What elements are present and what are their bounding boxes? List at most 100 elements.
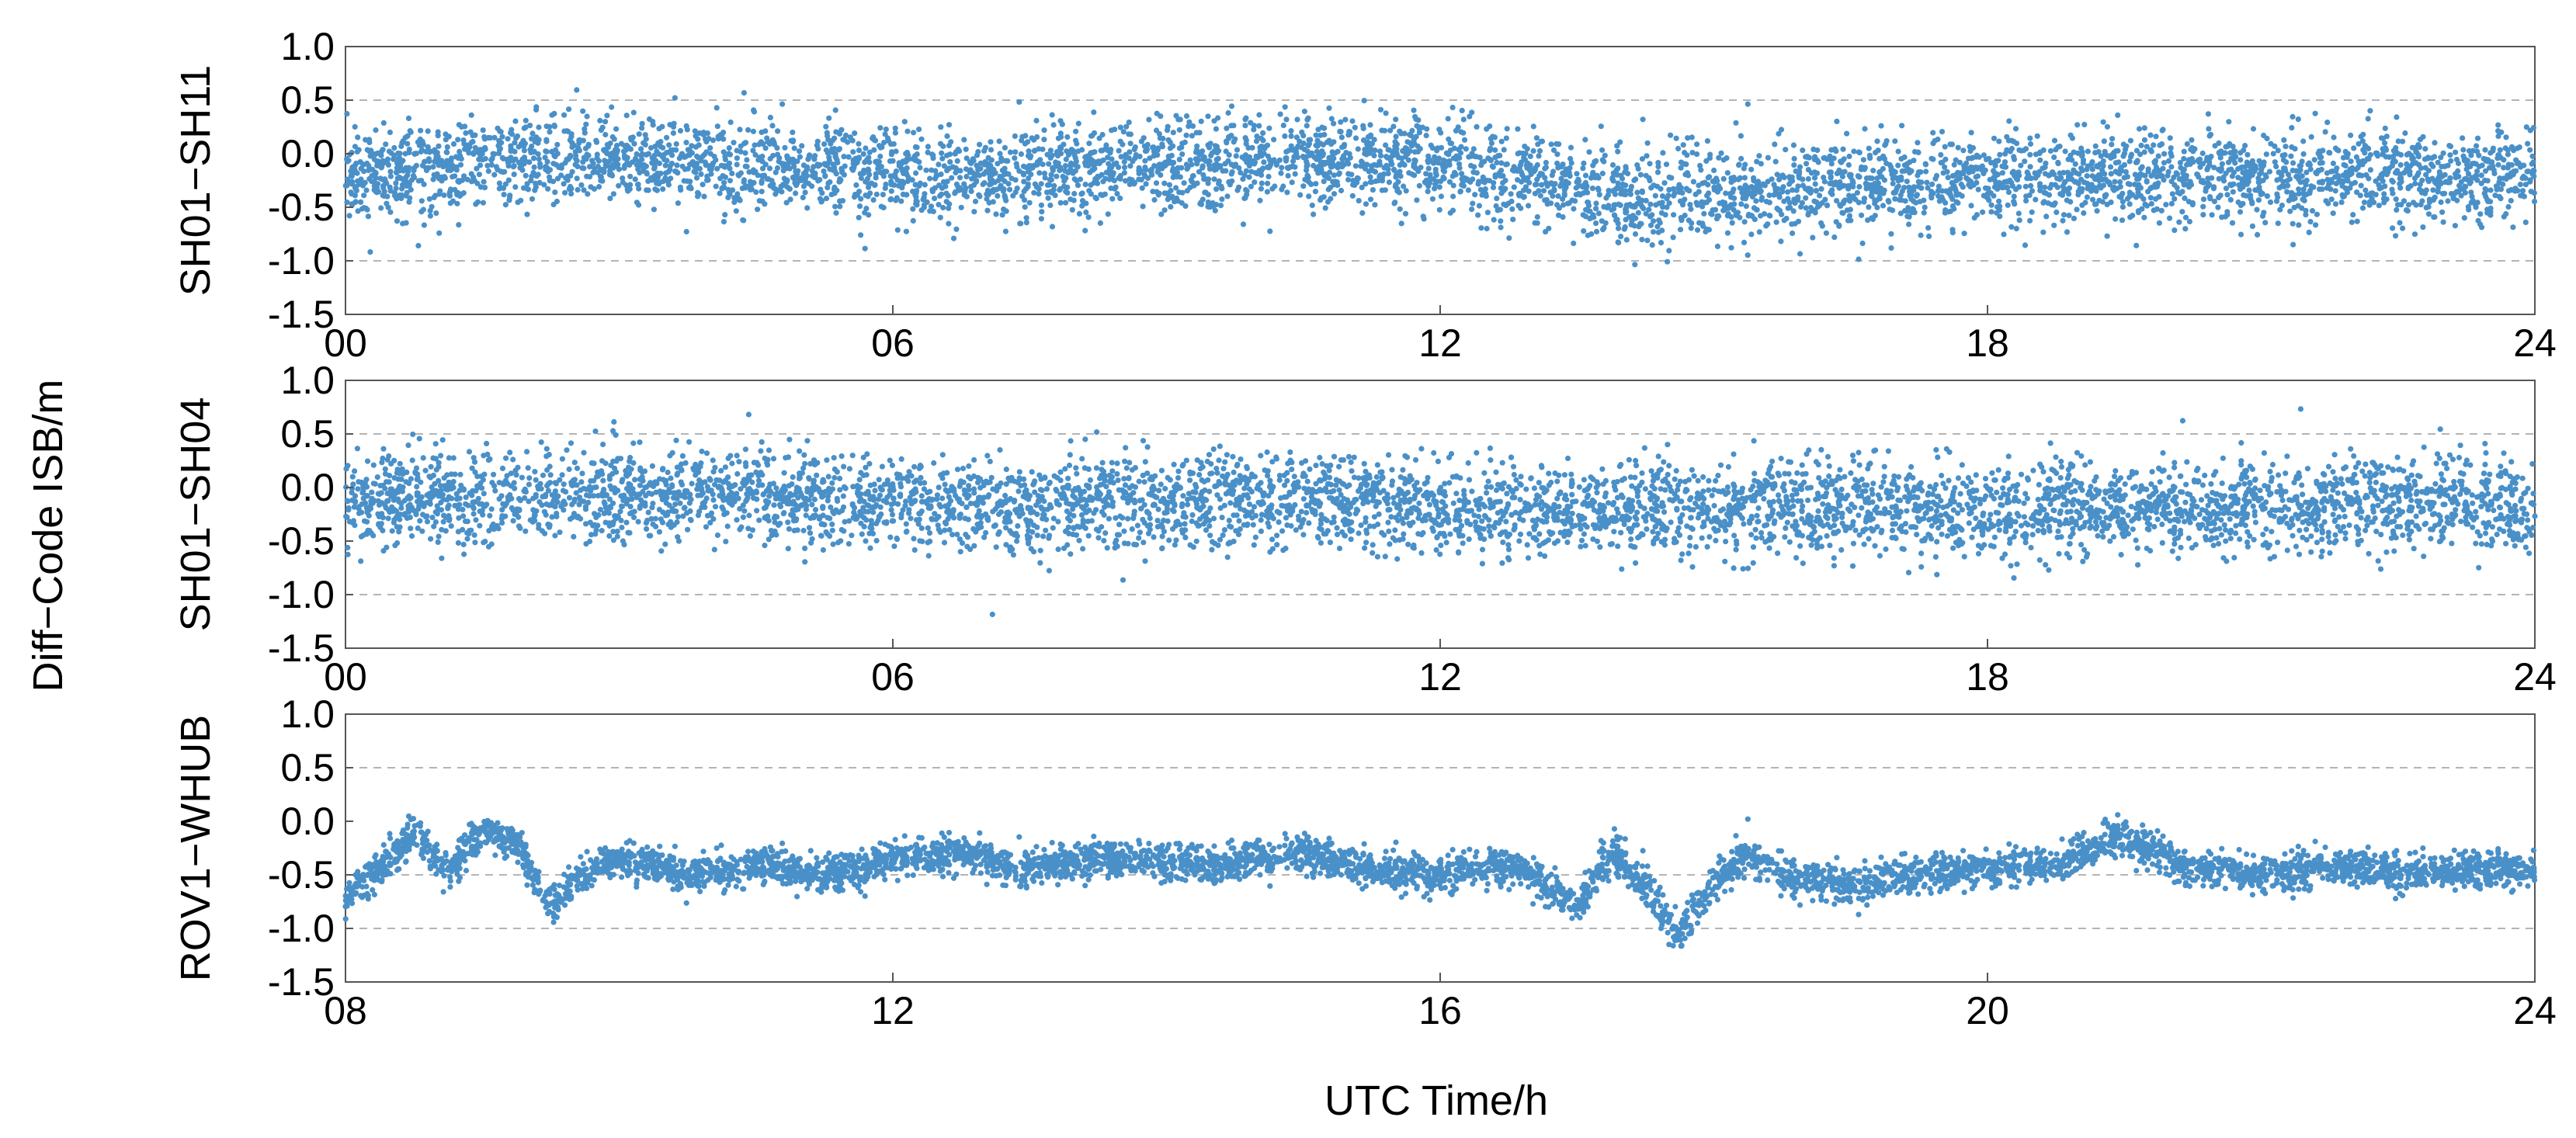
data-point [1540, 188, 1547, 194]
data-point [1143, 181, 1149, 187]
data-point [441, 192, 447, 199]
data-point [569, 168, 575, 175]
data-point [1226, 152, 1232, 158]
data-point [2182, 214, 2189, 220]
data-point [2138, 142, 2144, 148]
data-point [1933, 172, 1940, 179]
data-point [1085, 214, 1092, 220]
data-point [660, 186, 666, 193]
data-point [2099, 176, 2106, 182]
data-point [912, 144, 918, 150]
data-point [1069, 206, 1075, 213]
data-point [2383, 196, 2390, 203]
data-point [1331, 120, 1337, 127]
data-point [613, 142, 620, 149]
data-point [880, 204, 887, 211]
data-point [1643, 172, 1649, 179]
data-point [2012, 126, 2019, 132]
data-point [1162, 163, 1168, 169]
data-point [1823, 230, 1829, 236]
data-point [1713, 186, 1720, 193]
data-point [1571, 206, 1577, 212]
data-point [1935, 193, 1942, 199]
data-point [804, 172, 810, 179]
data-point [1534, 213, 1540, 220]
data-point [1248, 183, 1254, 189]
data-point [1609, 161, 1616, 168]
data-point [963, 166, 970, 172]
data-point [1082, 182, 1088, 188]
data-point [1923, 168, 1929, 175]
data-point [1470, 200, 1476, 206]
data-point [547, 123, 553, 130]
data-point [1967, 144, 1973, 150]
data-point [2517, 182, 2523, 188]
data-point [665, 182, 672, 188]
data-point [1658, 240, 1665, 246]
data-point [1783, 147, 1789, 153]
data-point [1088, 133, 1095, 139]
data-point [1242, 195, 1248, 201]
data-point [1467, 113, 1473, 120]
data-point [1604, 204, 1610, 211]
data-point [1033, 117, 1040, 123]
data-point [344, 156, 350, 162]
data-point [1436, 206, 1442, 213]
data-point [462, 123, 468, 130]
data-point [1766, 212, 1772, 219]
data-point [593, 139, 600, 145]
data-point [1416, 130, 1422, 136]
data-point [968, 188, 974, 194]
data-point [2362, 144, 2369, 150]
data-point [1543, 159, 1549, 166]
data-point [1225, 109, 1231, 116]
data-point [1393, 134, 1399, 140]
data-point [791, 145, 797, 151]
data-point [1313, 132, 1319, 138]
data-point [858, 232, 864, 238]
data-point [1342, 116, 1349, 123]
data-point [568, 191, 575, 197]
data-point [358, 199, 364, 205]
data-point [2270, 151, 2276, 157]
data-point [822, 161, 828, 168]
data-point [2108, 171, 2114, 177]
data-point [991, 179, 998, 186]
data-point [817, 176, 823, 183]
data-point [1633, 176, 1639, 182]
data-point [2254, 206, 2260, 213]
data-point [1436, 155, 1442, 161]
data-point [374, 150, 380, 157]
data-point [1269, 186, 1276, 192]
data-point [1738, 133, 1744, 139]
data-point [2395, 138, 2401, 144]
data-point [419, 162, 426, 168]
data-point [1942, 199, 1949, 206]
data-point [2335, 172, 2342, 179]
data-point [1280, 122, 1286, 129]
data-point [720, 185, 726, 191]
data-point [916, 127, 922, 133]
data-point [1300, 154, 1307, 161]
data-point [826, 115, 832, 121]
data-point [1049, 152, 1055, 158]
data-point [610, 191, 617, 197]
data-point [683, 228, 689, 235]
data-point [2277, 206, 2283, 213]
data-point [1068, 196, 1074, 203]
data-point [1848, 172, 1854, 178]
data-point [432, 158, 438, 165]
data-point [2060, 217, 2066, 224]
data-point [1621, 226, 1627, 232]
data-point [2172, 227, 2178, 234]
data-point [1033, 184, 1040, 190]
data-point [480, 127, 486, 134]
data-point [731, 199, 738, 206]
data-point [1342, 141, 1348, 147]
data-point [1778, 238, 1784, 245]
data-point [2235, 175, 2241, 181]
data-point [1854, 189, 1860, 196]
data-point [1939, 129, 1946, 135]
data-point [2378, 172, 2384, 178]
data-point [1980, 209, 1986, 215]
